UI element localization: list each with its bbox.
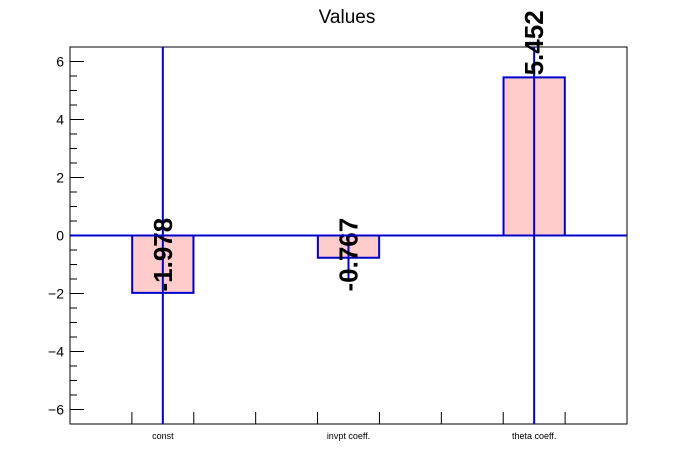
- x-category-label: invpt coeff.: [327, 431, 370, 441]
- y-tick-label: 6: [56, 54, 64, 70]
- y-tick-label: 4: [56, 112, 64, 128]
- y-tick-label: −6: [48, 402, 64, 418]
- chart-title: Values: [319, 7, 376, 28]
- x-category-label: const: [152, 431, 174, 441]
- plot-area: −6 −4 −2 0 2 4 6 const -1.978 invpt coeff. -0.767 t…: [48, 10, 628, 441]
- data-label: -0.767: [334, 218, 364, 292]
- y-tick-label: −2: [48, 286, 64, 302]
- data-label: 5.452: [519, 10, 549, 75]
- x-category-label: theta coeff.: [512, 431, 556, 441]
- data-label: -1.978: [148, 218, 178, 292]
- y-tick-label: −4: [48, 344, 64, 360]
- y-tick-label: 2: [56, 170, 64, 186]
- y-tick-label: 0: [56, 228, 64, 244]
